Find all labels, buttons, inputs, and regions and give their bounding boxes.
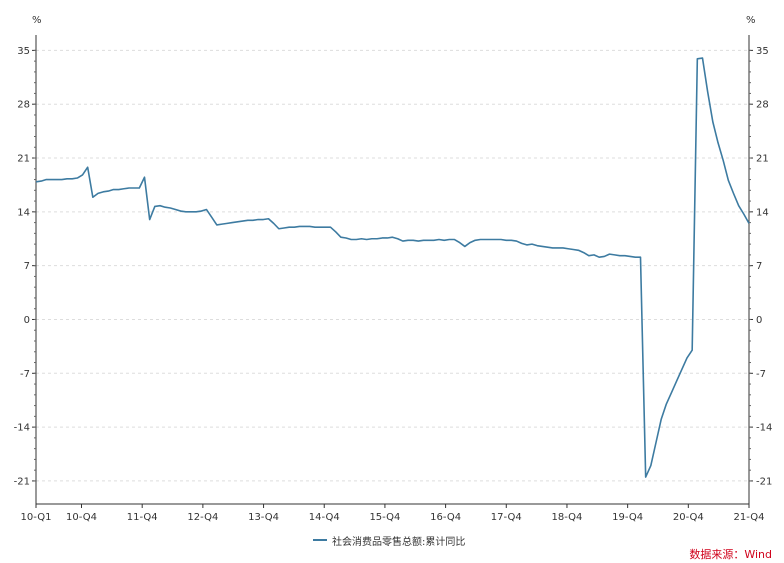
y-tick-label-right: 7 bbox=[756, 261, 762, 272]
y-tick-label-right: -14 bbox=[756, 423, 772, 434]
y-tick-label-left: 21 bbox=[17, 154, 30, 165]
y-tick-label-left: 7 bbox=[24, 261, 30, 272]
x-tick-label: 12-Q4 bbox=[187, 512, 218, 523]
x-tick-label: 16-Q4 bbox=[430, 512, 461, 523]
y-tick-label-left: 35 bbox=[17, 46, 30, 57]
y-tick-label-right: 21 bbox=[756, 154, 769, 165]
y-tick-label-right: 28 bbox=[756, 100, 769, 111]
y-tick-label-right: -21 bbox=[756, 476, 772, 487]
right-y-unit-label: % bbox=[746, 15, 756, 26]
legend-swatch bbox=[313, 539, 327, 541]
y-tick-label-left: -14 bbox=[14, 423, 30, 434]
y-tick-label-right: 0 bbox=[756, 315, 762, 326]
y-tick-label-left: 14 bbox=[17, 207, 30, 218]
left-y-unit-label: % bbox=[32, 15, 42, 26]
legend: 社会消费品零售总额:累计同比 bbox=[313, 533, 466, 548]
x-tick-label: 14-Q4 bbox=[309, 512, 340, 523]
grid-lines bbox=[36, 49, 749, 482]
y-tick-label-left: -7 bbox=[20, 369, 30, 380]
y-tick-label-left: 0 bbox=[24, 315, 30, 326]
y-tick-label-right: 35 bbox=[756, 46, 769, 57]
x-tick-label: 19-Q4 bbox=[612, 512, 643, 523]
x-tick-label: 17-Q4 bbox=[491, 512, 522, 523]
series-group bbox=[35, 57, 750, 478]
x-tick-label: 21-Q4 bbox=[734, 512, 765, 523]
y-tick-label-right: -7 bbox=[756, 369, 766, 380]
y-tick-label-left: 28 bbox=[17, 100, 30, 111]
x-tick-label: 15-Q4 bbox=[369, 512, 400, 523]
x-tick-label: 18-Q4 bbox=[551, 512, 582, 523]
x-tick-label: 20-Q4 bbox=[673, 512, 704, 523]
left-y-axis: 35 28 21 14 7 0 -7 -14 -21 bbox=[14, 46, 36, 487]
x-tick-label: 10-Q4 bbox=[66, 512, 97, 523]
y-tick-label-left: -21 bbox=[14, 476, 30, 487]
series-line-0 bbox=[35, 57, 750, 478]
y-tick-label-right: 14 bbox=[756, 207, 769, 218]
x-tick-label: 13-Q4 bbox=[248, 512, 279, 523]
right-y-axis: 35 28 21 14 7 0 -7 -14 -21 bbox=[749, 46, 772, 487]
x-axis: 10-Q1 10-Q4 11-Q4 12-Q4 13-Q4 14-Q4 15-Q4 16-Q4… bbox=[21, 504, 765, 523]
legend-series-name: 社会消费品零售总额:累计同比 bbox=[332, 536, 466, 548]
source-note: 数据来源：Wind bbox=[689, 548, 772, 561]
x-tick-label: 11-Q4 bbox=[127, 512, 158, 523]
x-tick-label: 10-Q1 bbox=[21, 512, 52, 523]
